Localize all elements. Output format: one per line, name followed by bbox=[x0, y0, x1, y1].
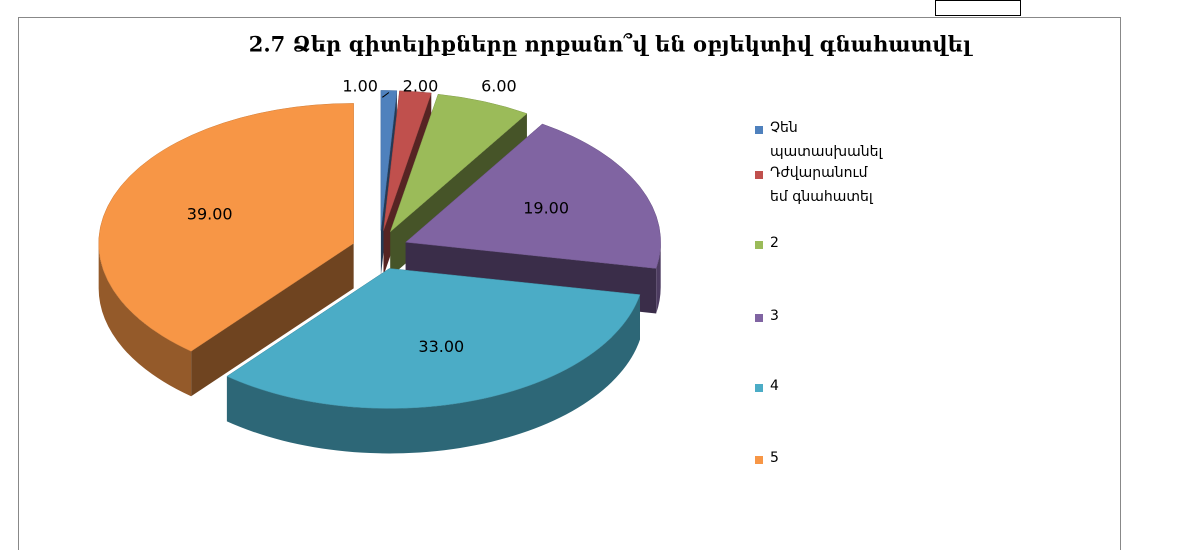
legend-item: 5 bbox=[755, 450, 915, 470]
legend-swatch bbox=[755, 241, 763, 249]
slice-side bbox=[656, 242, 661, 314]
slice-side bbox=[226, 294, 640, 454]
data-label: 33.00 bbox=[418, 337, 464, 356]
slice-cut-face bbox=[191, 243, 354, 397]
legend-swatch bbox=[755, 314, 763, 322]
slice-top bbox=[383, 90, 432, 231]
data-label: 19.00 bbox=[523, 198, 569, 217]
chart-border bbox=[18, 17, 1121, 550]
data-label: 39.00 bbox=[187, 204, 233, 223]
legend-swatch bbox=[755, 126, 763, 134]
slice-side bbox=[98, 243, 192, 397]
legend-label: Չեն պատասխանել bbox=[770, 120, 883, 160]
slice-top bbox=[405, 123, 661, 269]
legend-item: 4 bbox=[755, 378, 915, 398]
slice bbox=[98, 103, 354, 397]
legend-label: 4 bbox=[770, 378, 779, 394]
slice-top bbox=[380, 90, 398, 231]
legend-label: Դժվարանում եմ գնահատել bbox=[770, 165, 873, 205]
slice-top bbox=[389, 93, 528, 233]
legend-item: Չեն պատասխանել bbox=[755, 120, 915, 164]
legend-item: Դժվարանում եմ գնահատել bbox=[755, 165, 915, 209]
legend-item: 2 bbox=[755, 235, 915, 255]
slice bbox=[405, 123, 661, 314]
frame-box bbox=[935, 0, 1021, 16]
data-label: 6.00 bbox=[481, 77, 517, 96]
leader-line bbox=[382, 92, 390, 98]
slice bbox=[226, 268, 641, 454]
legend-swatch bbox=[755, 456, 763, 464]
legend-label: 2 bbox=[770, 235, 779, 251]
legend-swatch bbox=[755, 384, 763, 392]
legend-label: 5 bbox=[770, 450, 779, 466]
slice-top bbox=[226, 268, 641, 409]
legend-swatch bbox=[755, 171, 763, 179]
data-label: 2.00 bbox=[403, 77, 439, 96]
chart-title: 2.7 Ձեր գիտելիքները որքանո՞վ են օբյեկտիվ… bbox=[249, 32, 974, 57]
legend-label: 3 bbox=[770, 308, 779, 324]
data-label: 1.00 bbox=[342, 77, 378, 96]
legend-item: 3 bbox=[755, 308, 915, 328]
slice-top bbox=[98, 103, 354, 352]
